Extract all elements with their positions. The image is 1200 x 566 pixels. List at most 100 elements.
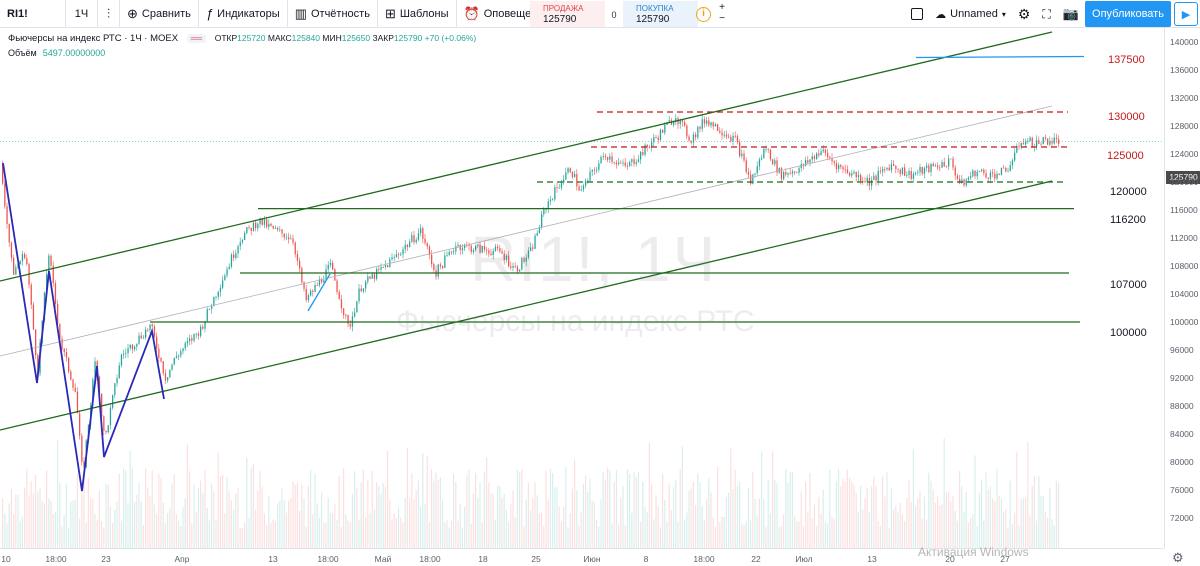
alerts-icon: ⏰ [463,6,480,21]
volume-bar [336,519,338,548]
candle-body [406,244,409,248]
volume-bar [365,517,367,548]
volume-bar [252,463,254,548]
price-tick: 124000 [1170,149,1199,159]
candle-body [400,254,402,256]
checkbox-toggle[interactable] [905,0,929,28]
sell-price: 125790 [543,14,577,25]
price-scale[interactable]: 125790 140000 136000 132000 128000 124000 120… [1164,28,1200,548]
candle-body [123,353,125,355]
candle-body [481,245,483,253]
candle-body [769,149,772,160]
volume-bar [114,509,116,548]
candle-body [811,156,813,160]
candle-body [61,338,63,349]
volume-bar [314,473,316,548]
candle-body [186,341,189,344]
volume-bar [32,493,34,548]
volume-bar [644,506,646,548]
candle-body [873,175,875,180]
candle-body [499,248,501,252]
candle-body [732,135,734,142]
candle-body [664,125,666,133]
candle-body [442,266,444,268]
candle-body [35,329,37,356]
publish-button[interactable]: Опубликовать [1085,1,1171,27]
volume-bar [919,491,921,548]
volume-bar [81,488,83,548]
volume-bar [567,527,569,548]
candle-body [105,430,107,433]
settings-button[interactable]: ⚙ [1012,0,1037,28]
volume-bar [1027,441,1029,548]
volume-bar [180,526,182,548]
play-button[interactable]: ▶ [1174,2,1198,26]
candle-body [538,227,541,234]
warning-icon[interactable]: i [696,7,711,22]
volume-bar [534,481,536,548]
sell-button[interactable]: ПРОДАЖА 125790 [530,1,605,27]
volume-bar [996,468,998,548]
volume-bar [706,499,708,548]
volume-bar [802,526,804,548]
volume-bar [373,509,375,548]
interval-button[interactable]: 1Ч [66,0,98,28]
price-chart[interactable] [0,28,1164,548]
candle-body [750,174,752,184]
level-label: 130000 [1108,111,1145,123]
quantity-stepper[interactable]: + − [719,2,725,24]
volume-bar [862,509,864,548]
volume-bar [74,499,76,548]
candle-body [437,264,439,277]
volume-bar [1018,525,1020,548]
candle-body [239,242,241,247]
volume-bar [525,499,527,548]
volume-bar [809,473,811,548]
candle-body [739,142,741,157]
volume-bar [756,516,758,548]
volume-bar [41,500,43,548]
volume-bar [736,485,738,548]
time-tick: Июл [795,554,813,564]
candle-body [582,185,585,190]
candle-body [424,238,426,244]
volume-bar [945,492,947,548]
candle-body [19,261,21,265]
candle-body [1029,137,1031,141]
close-label: ЗАКР [372,33,394,43]
scale-settings-icon[interactable]: ⚙ [1172,550,1184,565]
volume-bar [1044,511,1046,548]
candle-body [206,309,208,322]
candle-body [730,136,732,142]
candle-body [299,260,301,269]
candle-body [30,284,32,305]
compare-button[interactable]: ⊕ Сравнить [120,0,199,28]
legend-badge[interactable]: ══ [186,34,207,43]
volume-bar [222,474,224,548]
screenshot-button[interactable]: 📷 [1057,0,1085,28]
time-scale[interactable]: 10 18:00 23 Апр 13 18:00 Май 18:00 18 25 Июн 8 18:00… [0,548,1164,566]
candle-body [574,173,576,178]
buy-button[interactable]: ПОКУПКА 125790 [623,1,698,27]
candle-body [915,172,917,174]
templates-button[interactable]: ⊞ Шаблоны [378,0,457,28]
volume-bar [400,517,402,548]
candle-body [871,179,873,186]
candle-body [164,373,167,381]
candle-body [697,126,699,138]
candle-body [772,159,774,165]
layout-button[interactable]: ☁ Unnamed ▾ [929,0,1012,28]
candle-body [213,296,215,307]
indicators-button[interactable]: ƒ Индикаторы [199,0,288,28]
candle-body [998,173,1000,175]
channel-mid-line [0,105,1053,357]
symbol-search[interactable]: RI1! [0,0,66,28]
volume-bar [52,513,54,548]
bar-style-button[interactable]: ⫶ [98,0,120,28]
candle-body [910,171,912,179]
candle-body [578,186,580,191]
candle-body [1044,137,1047,139]
fullscreen-button[interactable]: ⛶ [1036,0,1056,28]
financials-button[interactable]: ▥ Отчётность [288,0,378,28]
candle-body [151,324,153,327]
